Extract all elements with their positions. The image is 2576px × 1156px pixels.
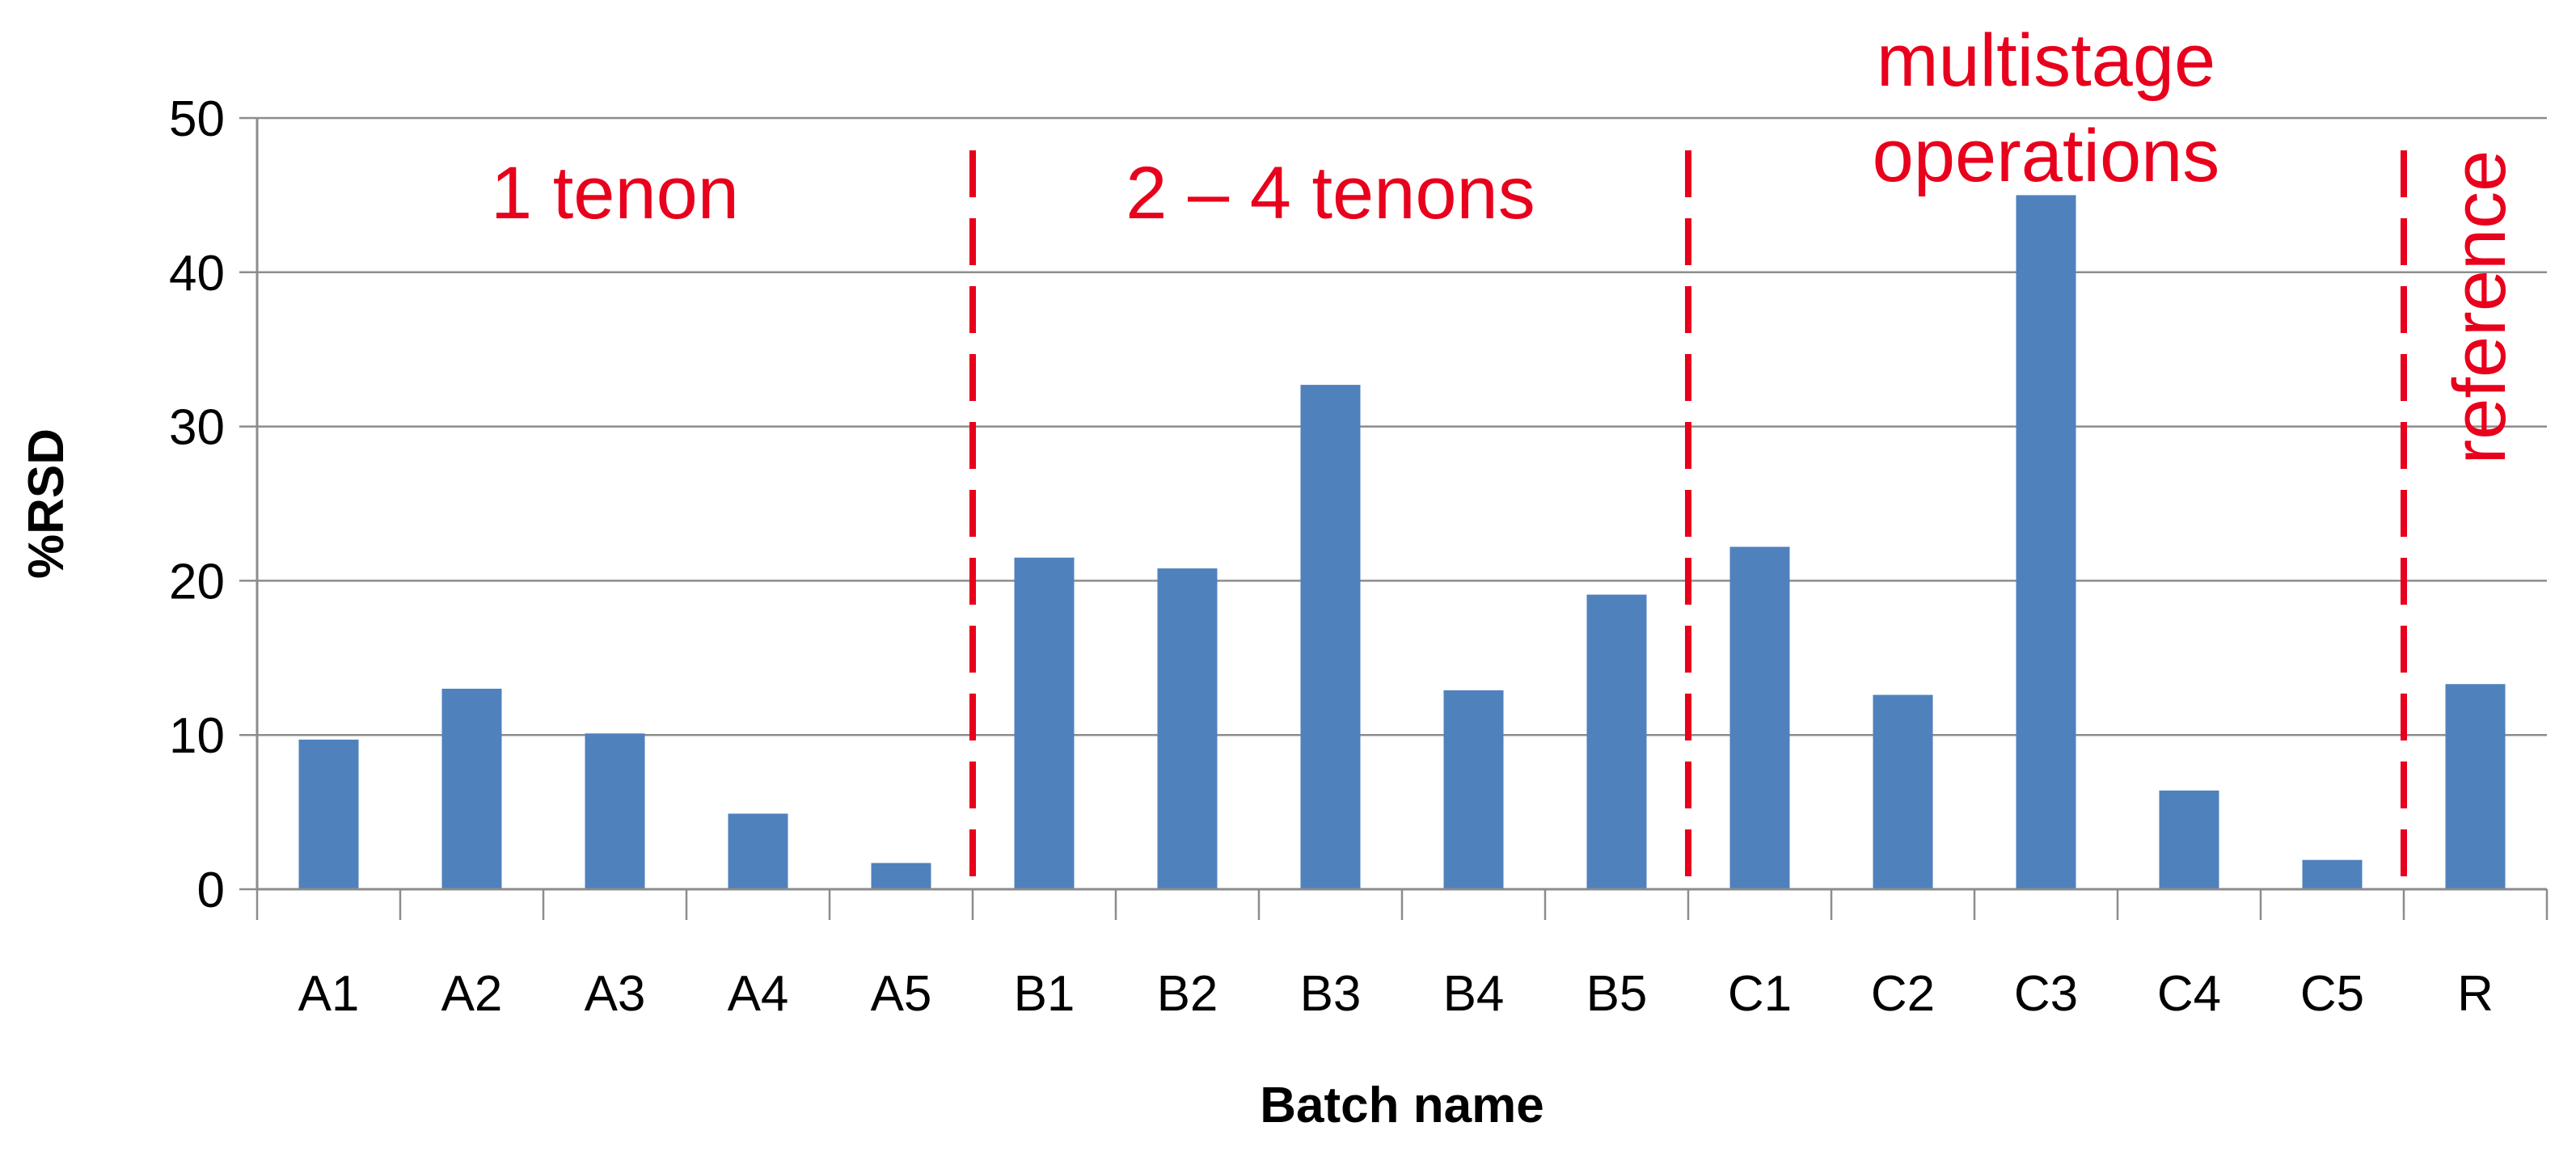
- annotation-line: operations: [1873, 115, 2220, 197]
- y-tick-label: 20: [169, 554, 225, 610]
- x-tick-label: B3: [1300, 966, 1362, 1022]
- axes: [239, 116, 2549, 920]
- x-tick-label: C3: [2014, 966, 2078, 1022]
- bar-b3: [1300, 385, 1361, 890]
- bar-a2: [441, 688, 502, 889]
- annotation-line: 2 – 4 tenons: [1125, 152, 1535, 234]
- bar-b4: [1443, 690, 1504, 889]
- annotation-line: multistage: [1877, 19, 2215, 102]
- annotation-r: reference: [2439, 150, 2521, 465]
- bar-r: [2445, 684, 2506, 889]
- annotation-a: 1 tenon: [491, 152, 739, 234]
- bar-c3: [2016, 195, 2076, 889]
- x-tick-label: A3: [585, 966, 646, 1022]
- bar-b1: [1014, 557, 1075, 889]
- x-tick-label: C5: [2300, 966, 2364, 1022]
- x-tick-label: A1: [298, 966, 360, 1022]
- bar-a1: [298, 739, 359, 889]
- y-tick-label: 10: [169, 708, 225, 764]
- y-axis-title: %RSD: [19, 428, 74, 579]
- gridlines: [257, 116, 2547, 736]
- bar-c2: [1873, 694, 1933, 889]
- tick-labels: 0 10 20 30 40 50 A1 A2 A3 A4 A5 B1 B2 B3 B4 B5 C1 C2 C3 C4 C…: [169, 91, 2494, 1022]
- bar-b2: [1157, 568, 1218, 889]
- bar-a5: [871, 863, 931, 889]
- x-tick-label: A5: [871, 966, 932, 1022]
- x-tick-label: C2: [1871, 966, 1935, 1022]
- annotation-b: 2 – 4 tenons: [1125, 152, 1535, 234]
- y-tick-label: 50: [169, 91, 225, 147]
- bar-c1: [1729, 546, 1790, 889]
- y-tick-label: 40: [169, 246, 225, 302]
- bar-a4: [728, 813, 788, 889]
- bars: [298, 195, 2506, 890]
- group-separators: [969, 150, 2407, 889]
- x-tick-label: A2: [441, 966, 503, 1022]
- bar-c4: [2159, 790, 2219, 889]
- x-tick-label: B1: [1014, 966, 1075, 1022]
- x-tick-label: B2: [1157, 966, 1218, 1022]
- x-tick-label: R: [2457, 966, 2494, 1022]
- y-tick-label: 0: [197, 863, 225, 918]
- x-tick-label: B4: [1443, 966, 1505, 1022]
- annotation-line: 1 tenon: [491, 152, 739, 234]
- x-tick-label: C4: [2157, 966, 2221, 1022]
- bar-b5: [1586, 594, 1647, 889]
- bar-c5: [2302, 859, 2363, 889]
- y-tick-label: 30: [169, 400, 225, 456]
- x-tick-label: A4: [728, 966, 789, 1022]
- x-axis-title: Batch name: [1260, 1078, 1543, 1133]
- x-tick-label: C1: [1728, 966, 1792, 1022]
- group-annotations: 1 tenon 2 – 4 tenons multistage operations r…: [491, 19, 2521, 464]
- annotation-c: multistage operations: [1873, 19, 2220, 197]
- x-tick-label: B5: [1586, 966, 1648, 1022]
- bar-a3: [585, 733, 645, 889]
